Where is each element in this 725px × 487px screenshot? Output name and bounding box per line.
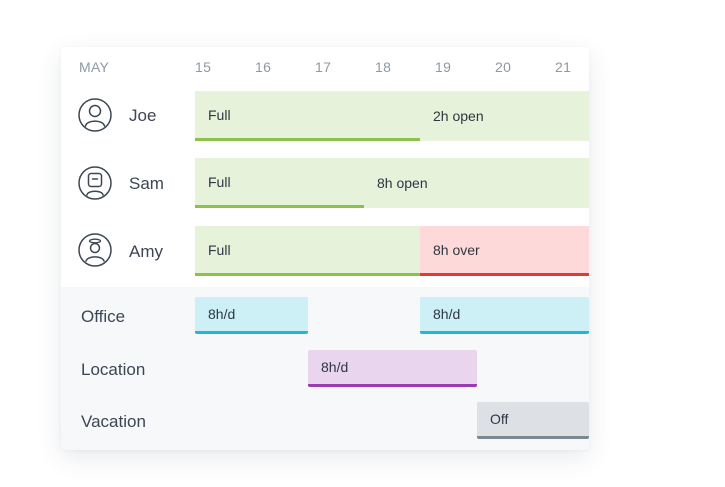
allocation-bar-amy-over[interactable]: 8h over bbox=[420, 226, 589, 276]
day-label-15: 15 bbox=[195, 59, 212, 75]
allocation-bar-joe-full[interactable]: Full bbox=[195, 91, 420, 141]
category-label-office[interactable]: Office bbox=[81, 307, 126, 326]
bar-label: 8h/d bbox=[208, 306, 236, 322]
bar-label: 2h open bbox=[433, 108, 484, 124]
day-label-20: 20 bbox=[495, 59, 512, 75]
bar-label: 8h/d bbox=[433, 306, 461, 322]
bar-label: 8h open bbox=[377, 175, 428, 191]
allocation-bar-amy-full[interactable]: Full bbox=[195, 226, 420, 276]
allocation-bar-joe-open[interactable]: 2h open bbox=[420, 91, 589, 141]
vacation-bar[interactable]: Off bbox=[477, 402, 589, 439]
bar-label: Full bbox=[208, 241, 231, 258]
location-bar[interactable]: 8h/d bbox=[308, 350, 477, 387]
halo-person-icon[interactable] bbox=[78, 233, 112, 267]
day-label-17: 17 bbox=[315, 59, 332, 75]
month-label: MAY bbox=[79, 59, 110, 75]
bar-label: Full bbox=[208, 173, 231, 190]
allocation-bar-sam-open[interactable]: 8h open bbox=[364, 158, 589, 208]
category-label-location[interactable]: Location bbox=[81, 360, 146, 379]
schedule-card: MAY 15 16 17 18 19 20 21 Joe Full 2h ope… bbox=[61, 47, 589, 450]
day-label-19: 19 bbox=[435, 59, 452, 75]
category-label-vacation[interactable]: Vacation bbox=[81, 412, 146, 431]
person-icon[interactable] bbox=[78, 98, 112, 132]
day-label-16: 16 bbox=[255, 59, 272, 75]
day-label-21: 21 bbox=[555, 59, 572, 75]
person-name-joe[interactable]: Joe bbox=[129, 106, 157, 125]
person-name-amy[interactable]: Amy bbox=[129, 242, 163, 261]
person-name-sam[interactable]: Sam bbox=[129, 174, 164, 193]
office-bar-2[interactable]: 8h/d bbox=[420, 297, 589, 334]
robot-icon[interactable] bbox=[78, 166, 112, 200]
bar-label: Off bbox=[490, 411, 509, 427]
bar-label: Full bbox=[208, 106, 231, 123]
office-bar-1[interactable]: 8h/d bbox=[195, 297, 308, 334]
allocation-bar-sam-full[interactable]: Full bbox=[195, 158, 364, 208]
day-label-18: 18 bbox=[375, 59, 392, 75]
bar-label: 8h/d bbox=[321, 359, 349, 375]
bar-label: 8h over bbox=[433, 241, 480, 258]
